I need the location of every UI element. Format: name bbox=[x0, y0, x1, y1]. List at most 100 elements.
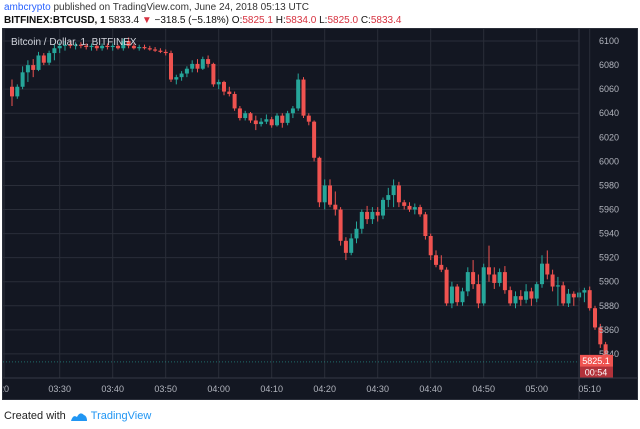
candle bbox=[264, 114, 269, 125]
candle bbox=[465, 267, 470, 297]
candle-body bbox=[31, 65, 36, 70]
candle-body bbox=[492, 274, 497, 283]
candle bbox=[78, 42, 83, 49]
candle bbox=[439, 255, 444, 273]
candle bbox=[306, 113, 311, 126]
candle-body bbox=[603, 344, 608, 362]
y-axis: 6100 6080 6060 6040 6020 6000 5980 5960 5940 5920… bbox=[578, 29, 619, 399]
candle bbox=[412, 203, 417, 215]
candle-body bbox=[561, 285, 566, 304]
candle-body bbox=[306, 115, 311, 122]
candle-body bbox=[275, 115, 279, 126]
candle-body bbox=[232, 93, 237, 109]
candle bbox=[561, 281, 566, 306]
candle-body bbox=[508, 290, 513, 304]
candlestick-chart[interactable]: 6100 6080 6060 6040 6020 6000 5980 5960 5940 5920… bbox=[3, 29, 637, 399]
candle-body bbox=[434, 255, 438, 265]
candle bbox=[333, 191, 338, 216]
candle bbox=[63, 41, 67, 51]
candle-body bbox=[571, 293, 576, 298]
candle bbox=[158, 48, 163, 54]
candle-body bbox=[248, 113, 253, 121]
y-tick-label: 5920 bbox=[599, 253, 619, 263]
candle-body bbox=[68, 44, 73, 46]
x-tick-label: 03:50 bbox=[154, 384, 177, 394]
candle-body bbox=[253, 120, 258, 125]
x-tick-label: 03:40 bbox=[101, 384, 124, 394]
candle bbox=[328, 179, 332, 208]
candle bbox=[237, 106, 242, 121]
candle-body bbox=[147, 48, 152, 50]
x-axis: 20 03:30 03:40 03:50 04:00 04:10 04:20 04:30 04:… bbox=[3, 377, 637, 394]
candle-body bbox=[354, 228, 359, 239]
candle bbox=[20, 66, 25, 90]
candle bbox=[338, 207, 343, 246]
x-tick-label: 04:20 bbox=[313, 384, 336, 394]
candle-body bbox=[57, 45, 62, 49]
candle-body bbox=[555, 285, 560, 287]
candle bbox=[471, 260, 476, 289]
ohlc-high: H:5834.0 bbox=[275, 15, 317, 26]
y-tick-label: 6040 bbox=[599, 108, 619, 118]
candle bbox=[84, 43, 89, 50]
candle bbox=[407, 202, 412, 212]
candle bbox=[312, 120, 317, 162]
candle bbox=[359, 209, 364, 234]
candle-body bbox=[237, 108, 242, 119]
footer: Created with TradingView bbox=[4, 405, 151, 427]
y-tick-label: 5980 bbox=[599, 180, 619, 190]
candle bbox=[354, 221, 359, 244]
candle-body bbox=[529, 291, 534, 299]
candle bbox=[555, 276, 560, 306]
candle-body bbox=[407, 205, 412, 210]
candle bbox=[455, 284, 460, 306]
candle-body bbox=[338, 209, 343, 241]
y-tick-label: 5940 bbox=[599, 229, 619, 239]
candle-body bbox=[211, 63, 216, 85]
candle bbox=[566, 288, 571, 307]
candle bbox=[147, 45, 152, 51]
candle bbox=[381, 197, 385, 220]
x-tick-label: 05:10 bbox=[578, 384, 601, 394]
chart-title: Bitcoin / Dollar, 1, BITFINEX bbox=[11, 37, 137, 48]
candle-body bbox=[465, 272, 470, 292]
candle-body bbox=[540, 263, 544, 285]
candle bbox=[460, 287, 465, 306]
tradingview-logo-icon bbox=[70, 412, 87, 421]
candle-body bbox=[513, 296, 518, 304]
candle-body bbox=[280, 115, 285, 123]
x-tick-label: 04:40 bbox=[419, 384, 442, 394]
candle-body bbox=[534, 284, 539, 299]
candle-body bbox=[566, 293, 571, 304]
candle bbox=[481, 263, 486, 306]
candle bbox=[179, 71, 184, 81]
candle bbox=[534, 281, 539, 303]
y-tick-label: 5900 bbox=[599, 277, 619, 287]
chart-panel[interactable]: 6100 6080 6060 6040 6020 6000 5980 5960 5940 5920… bbox=[2, 28, 638, 400]
candle bbox=[301, 77, 306, 119]
candle bbox=[449, 281, 454, 309]
candle bbox=[518, 290, 523, 306]
candle bbox=[550, 269, 555, 292]
candle bbox=[502, 266, 507, 294]
candle bbox=[370, 207, 375, 224]
tradingview-brand: TradingView bbox=[90, 410, 152, 422]
candle-body bbox=[439, 264, 444, 270]
candle bbox=[121, 38, 126, 51]
candle-body bbox=[455, 286, 460, 303]
candle bbox=[52, 44, 57, 61]
x-tick-label: 04:10 bbox=[260, 384, 283, 394]
candle bbox=[423, 211, 428, 240]
candle bbox=[487, 245, 491, 282]
tradingview-link[interactable]: TradingView bbox=[70, 410, 152, 422]
candle-body bbox=[285, 113, 290, 123]
candle-body bbox=[153, 49, 158, 51]
publisher-link[interactable]: ambcrypto bbox=[4, 2, 51, 13]
candle bbox=[89, 43, 94, 51]
candle-body bbox=[593, 308, 597, 328]
candle bbox=[587, 286, 592, 311]
candle bbox=[25, 60, 30, 82]
candle-body bbox=[343, 240, 348, 253]
y-tick-label: 5860 bbox=[599, 325, 619, 335]
candle bbox=[47, 50, 52, 66]
